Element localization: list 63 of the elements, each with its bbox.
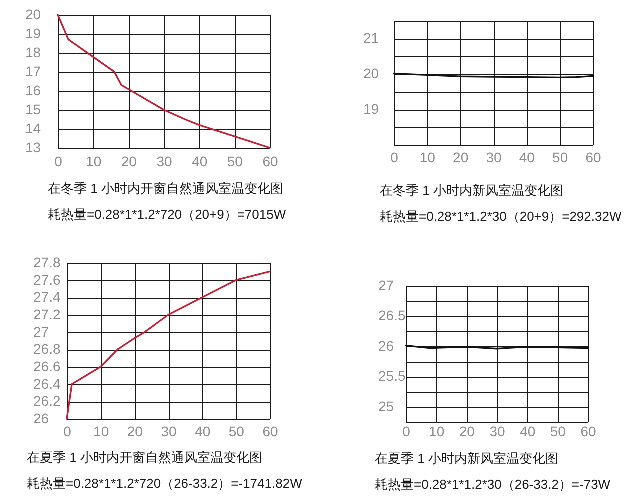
text: 耗热量=0.28*1*1.2*720（20+9）=7015W	[48, 207, 287, 222]
x-tick-label: 30	[161, 424, 177, 440]
y-tick-label: 13	[26, 140, 42, 156]
y-tick-label: 26.2	[34, 393, 61, 410]
text: 在夏季 1 小时内开窗自然通风室温变化图	[27, 450, 262, 465]
y-tick-label: 26	[34, 410, 50, 426]
y-tick-label: 27.6	[34, 272, 61, 288]
y-tick-label: 20	[364, 66, 380, 82]
y-tick-label: 26	[378, 338, 394, 354]
x-tick-label: 10	[86, 154, 102, 170]
x-tick-label: 60	[262, 424, 278, 440]
y-tick-label: 17	[26, 64, 42, 80]
x-tick-label: 30	[490, 424, 506, 440]
y-tick-label: 26.4	[34, 376, 61, 392]
x-tick-label: 40	[195, 424, 211, 440]
x-tick-label: 0	[54, 154, 63, 170]
x-tick-label: 20	[127, 424, 144, 440]
x-tick-label: 0	[390, 150, 399, 166]
y-tick-label: 20	[26, 6, 42, 22]
y-tick-label: 15	[26, 102, 42, 118]
x-tick-label: 10	[429, 424, 445, 440]
x-tick-label: 60	[580, 424, 596, 440]
x-tick-label: 20	[459, 424, 476, 440]
text: 耗热量=0.28*1*1.2*30（26-33.2）=-73W	[375, 477, 612, 492]
y-tick-label: 19	[26, 26, 42, 42]
text: 在冬季 1 小时内开窗自然通风室温变化图	[48, 181, 284, 196]
x-tick-label: 40	[519, 150, 536, 166]
y-tick-label: 25.5	[378, 368, 406, 384]
y-tick-label: 27.4	[34, 289, 61, 306]
x-tick-label: 50	[552, 150, 568, 166]
text: 耗热量=0.28*1*1.2*30（20+9）=292.32W	[380, 209, 622, 224]
y-tick-label: 26.8	[34, 341, 61, 358]
y-tick-label: 27	[378, 278, 394, 294]
text: 在夏季 1 小时内新风室温变化图	[375, 451, 558, 466]
x-tick-label: 30	[156, 154, 172, 170]
line-series	[57, 14, 271, 149]
y-tick-label: 27.2	[34, 306, 61, 322]
y-tick-label: 26.5	[378, 308, 406, 324]
y-tick-label: 27.8	[34, 254, 61, 270]
x-tick-label: 50	[228, 424, 245, 440]
y-tick-label: 25	[378, 398, 394, 414]
x-tick-label: 30	[486, 150, 502, 166]
x-tick-label: 10	[94, 424, 110, 440]
x-tick-label: 0	[64, 424, 72, 440]
y-tick-label: 16	[26, 82, 42, 98]
x-tick-label: 40	[520, 424, 536, 440]
y-tick-label: 18	[26, 44, 42, 60]
y-tick-label: 27	[34, 324, 50, 340]
x-tick-label: 60	[262, 154, 278, 170]
x-tick-label: 10	[420, 150, 436, 166]
y-tick-label: 21	[364, 30, 380, 46]
x-tick-label: 50	[550, 424, 566, 440]
x-tick-label: 40	[192, 154, 208, 170]
text: 在冬季 1 小时内新风室温变化图	[380, 183, 564, 198]
x-tick-label: 50	[227, 154, 244, 170]
x-tick-label: 0	[402, 424, 411, 440]
y-tick-label: 26.6	[34, 358, 61, 374]
x-tick-label: 20	[121, 154, 138, 170]
text: 耗热量=0.28*1*1.2*720（26-33.2）=-1741.82W	[27, 476, 304, 491]
y-tick-label: 14	[26, 120, 42, 136]
y-tick-label: 19	[364, 101, 380, 118]
x-tick-label: 20	[453, 150, 469, 166]
x-tick-label: 60	[586, 150, 602, 166]
